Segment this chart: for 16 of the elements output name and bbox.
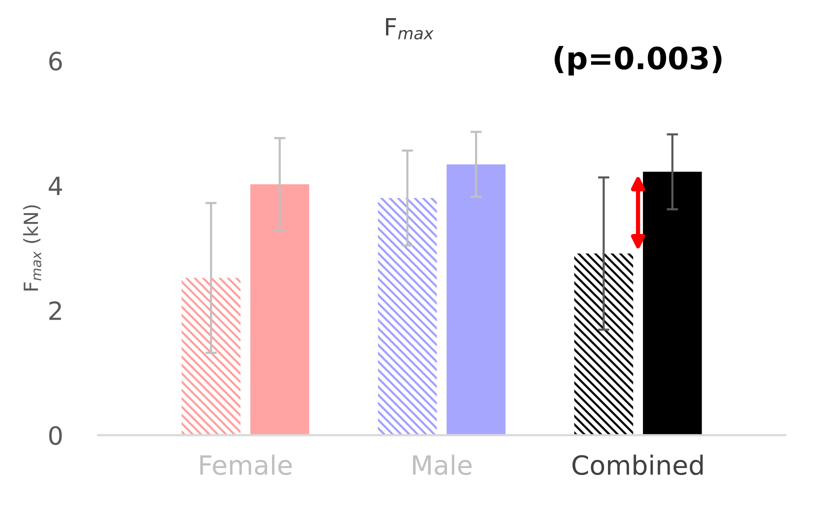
y-tick-label: 2 <box>49 301 61 320</box>
bar <box>574 254 634 436</box>
y-tick-label: 0 <box>49 426 62 446</box>
x-tick-label: Combined <box>572 454 703 476</box>
bar <box>446 164 506 436</box>
annotation: (p=0.003) <box>554 46 722 76</box>
y-tick-label: 6 <box>49 52 62 71</box>
bar <box>378 198 437 436</box>
y-axis-title: F$_{max}$ (kN) <box>23 205 42 290</box>
bar <box>642 172 702 436</box>
x-tick-label: Male <box>413 454 472 476</box>
chart-title: F$_{max}$ <box>386 18 434 40</box>
y-tick-label: 4 <box>48 176 62 196</box>
bar <box>182 278 240 436</box>
bar <box>250 184 310 436</box>
x-tick-label: Female <box>200 454 292 476</box>
